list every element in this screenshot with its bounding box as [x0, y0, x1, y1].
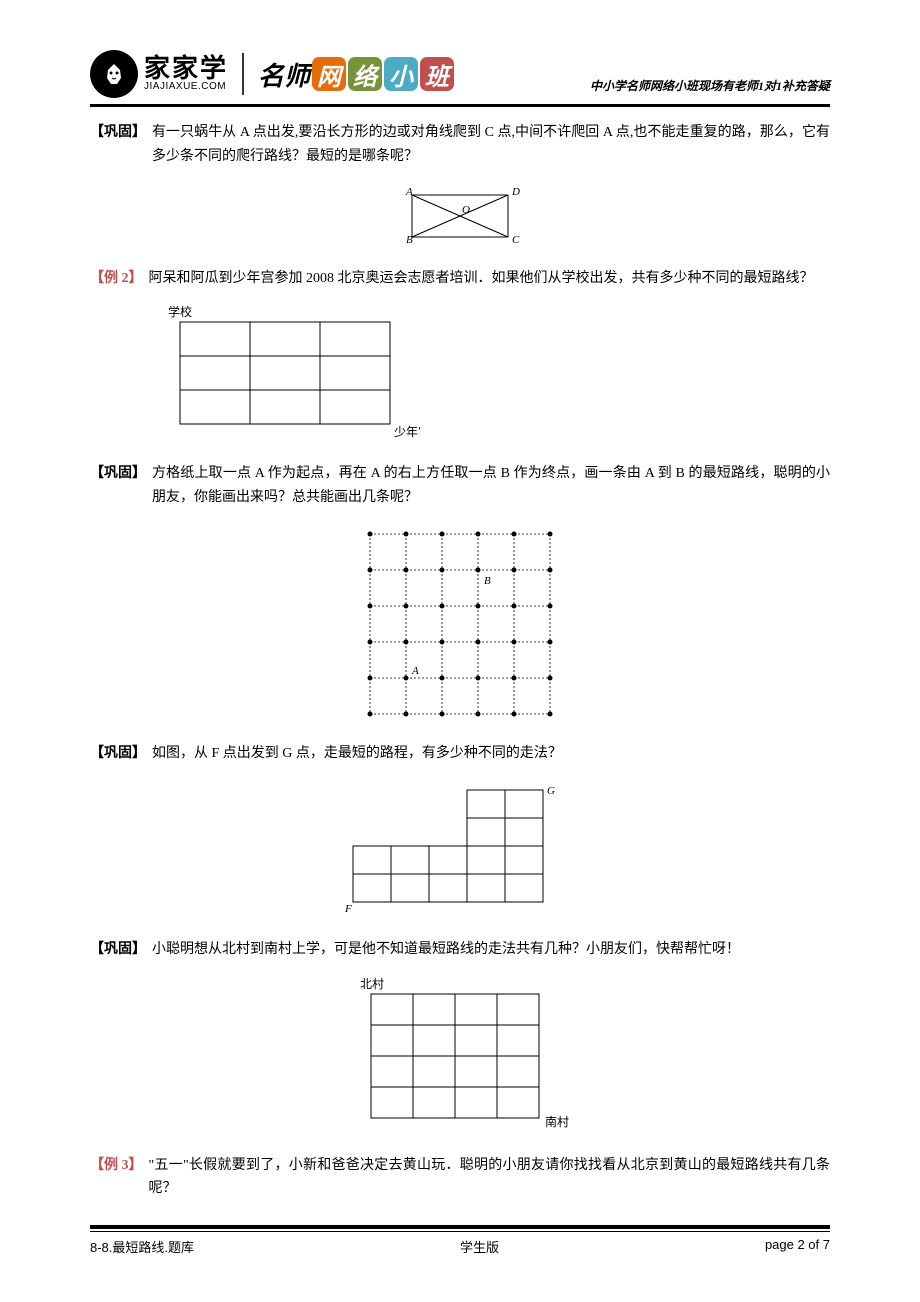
problem-body: 阿呆和阿瓜到少年宫参加 2008 北京奥运会志愿者培训．如果他们从学校出发，共有…: [149, 267, 814, 291]
brand-text: 家家学 JIAJIAXUE.COM: [144, 56, 228, 92]
problem-block: 【巩固】 有一只蜗牛从 A 点出发,要沿长方形的边或对角线爬到 C 点,中间不许…: [90, 121, 830, 249]
problem-block: 【巩固】 如图，从 F 点出发到 G 点，走最短的路程，有多少种不同的走法？ G…: [90, 742, 830, 920]
label-D: D: [511, 186, 520, 198]
figure-rectangle-diag: A D B C O: [90, 183, 830, 249]
footer-center: 学生版: [460, 1237, 499, 1256]
problem-body: "五一"长假就要到了，小新和爸爸决定去黄山玩．聪明的小朋友请你找找看从北京到黄山…: [149, 1154, 831, 1202]
problem-text-row: 【例 3】 "五一"长假就要到了，小新和爸爸决定去黄山玩．聪明的小朋友请你找找看…: [90, 1154, 830, 1202]
problem-block: 【例 3】 "五一"长假就要到了，小新和爸爸决定去黄山玩．聪明的小朋友请你找找看…: [90, 1154, 830, 1202]
label-O: O: [462, 204, 470, 216]
vertical-divider: [242, 53, 244, 95]
bubble-1: 网: [312, 57, 346, 91]
footer-right: page 2 of 7: [765, 1237, 830, 1256]
problem-text-row: 【巩固】 有一只蜗牛从 A 点出发,要沿长方形的边或对角线爬到 C 点,中间不许…: [90, 121, 830, 169]
problem-text-row: 【例 2】 阿呆和阿瓜到少年宫参加 2008 北京奥运会志愿者培训．如果他们从学…: [90, 267, 830, 291]
label-youth: 少年宫: [394, 424, 420, 439]
figure-grid-school: 学校 少年宫: [150, 304, 830, 444]
label-F: F: [345, 903, 352, 915]
label-north: 北村: [360, 977, 384, 991]
label-C: C: [512, 234, 520, 246]
problem-body: 方格纸上取一点 A 作为起点，再在 A 的右上方任取一点 B 作为终点，画一条由…: [152, 462, 830, 510]
label-B: B: [406, 234, 413, 246]
label-G: G: [547, 785, 555, 797]
bubble-2: 络: [348, 57, 382, 91]
problem-tag: 【巩固】: [90, 938, 146, 962]
problem-text-row: 【巩固】 如图，从 F 点出发到 G 点，走最短的路程，有多少种不同的走法？: [90, 742, 830, 766]
brand-cn: 家家学: [144, 56, 228, 82]
figure-lshape-grid: G F: [90, 780, 830, 920]
problem-tag: 【例 3】: [90, 1154, 143, 1178]
problem-text-row: 【巩固】 方格纸上取一点 A 作为起点，再在 A 的右上方任取一点 B 作为终点…: [90, 462, 830, 510]
problem-body: 有一只蜗牛从 A 点出发,要沿长方形的边或对角线爬到 C 点,中间不许爬回 A …: [152, 121, 830, 169]
problem-tag: 【巩固】: [90, 742, 146, 766]
problem-tag: 【巩固】: [90, 462, 146, 486]
problem-body: 小聪明想从北村到南村上学，可是他不知道最短路线的走法共有几种？小朋友们，快帮帮忙…: [152, 938, 740, 962]
problem-tag: 【例 2】: [90, 267, 143, 291]
header-rule: [90, 104, 830, 107]
label-A: A: [405, 186, 413, 198]
header-subtitle: 中小学名师网络小班现场有老师1对1补充答疑: [590, 77, 830, 98]
footer-rule: [90, 1225, 830, 1233]
footer-left: 8-8.最短路线.题库: [90, 1237, 194, 1256]
label-school: 学校: [168, 304, 192, 319]
bubble-4: 班: [420, 57, 454, 91]
label-A: A: [411, 665, 419, 677]
label-B: B: [484, 575, 491, 587]
problem-tag: 【巩固】: [90, 121, 146, 145]
problem-body: 如图，从 F 点出发到 G 点，走最短的路程，有多少种不同的走法？: [152, 742, 562, 766]
problem-block: 【例 2】 阿呆和阿瓜到少年宫参加 2008 北京奥运会志愿者培训．如果他们从学…: [90, 267, 830, 445]
bubble-3: 小: [384, 57, 418, 91]
problem-text-row: 【巩固】 小聪明想从北村到南村上学，可是他不知道最短路线的走法共有几种？小朋友们…: [90, 938, 830, 962]
banner: 名师 网 络 小 班: [258, 56, 454, 93]
lion-logo-icon: [90, 50, 138, 98]
page-footer: 8-8.最短路线.题库 学生版 page 2 of 7: [90, 1237, 830, 1256]
banner-prefix: 名师: [258, 56, 310, 93]
brand-en: JIAJIAXUE.COM: [144, 82, 228, 92]
page-header: 家家学 JIAJIAXUE.COM 名师 网 络 小 班 中小学名师网络小班现场…: [90, 50, 830, 98]
problem-block: 【巩固】 小聪明想从北村到南村上学，可是他不知道最短路线的走法共有几种？小朋友们…: [90, 938, 830, 1136]
logo-group: 家家学 JIAJIAXUE.COM: [90, 50, 228, 98]
problem-block: 【巩固】 方格纸上取一点 A 作为起点，再在 A 的右上方任取一点 B 作为终点…: [90, 462, 830, 724]
label-south: 南村: [545, 1114, 569, 1129]
figure-grid-village: 北村 南村: [90, 976, 830, 1136]
figure-grid-dots: A B: [90, 524, 830, 724]
